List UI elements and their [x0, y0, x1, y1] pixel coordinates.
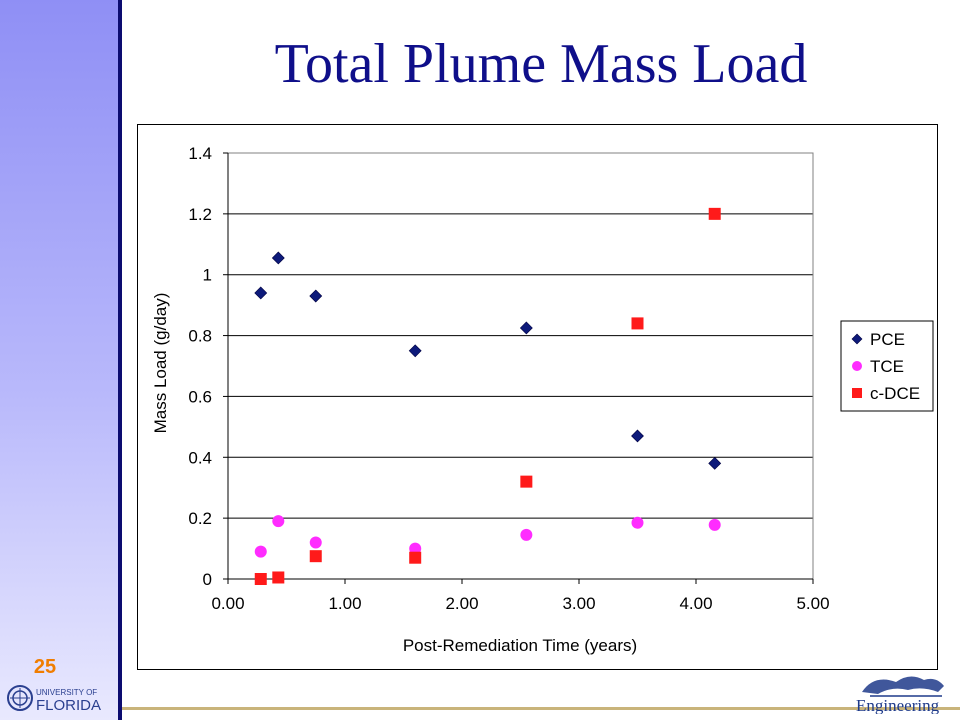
tce-point	[309, 536, 322, 549]
tce-point	[708, 518, 721, 531]
y-tick-label: 1.4	[188, 144, 212, 163]
engineering-logo: Engineering	[856, 676, 944, 714]
x-tick-label: 3.00	[562, 594, 595, 613]
pce-point	[708, 456, 722, 470]
y-tick-label: 0.2	[188, 509, 212, 528]
sidebar-divider	[118, 0, 122, 720]
x-tick-label: 2.00	[445, 594, 478, 613]
chart-legend: PCE TCE c-DCE	[840, 320, 934, 412]
footer-divider	[122, 707, 960, 710]
y-tick-label: 1.2	[188, 205, 212, 224]
y-tick-label: 1	[203, 266, 212, 285]
university-logo: UNIVERSITY OF FLORIDA	[7, 685, 101, 714]
legend-label: c-DCE	[870, 384, 920, 403]
pce-point	[408, 344, 422, 358]
pce-point	[309, 289, 323, 303]
x-axis-label: Post-Remediation Time (years)	[403, 636, 637, 655]
legend-label: TCE	[870, 357, 904, 376]
plot-area	[227, 152, 814, 580]
legend-label: PCE	[870, 330, 905, 349]
tce-point	[631, 516, 644, 529]
scatter-chart: 0 0.2 0.4 0.6 0.8 1 1.2 1.4 0.00 1.00 2.00 3.00 4.00…	[151, 144, 934, 655]
y-tick-label: 0	[203, 570, 212, 589]
data-points	[254, 207, 722, 585]
x-tick-label: 1.00	[328, 594, 361, 613]
c-dce-point	[254, 573, 267, 585]
svg-text:Engineering: Engineering	[856, 696, 940, 714]
tce-point	[520, 528, 533, 541]
x-tick-label: 0.00	[211, 594, 244, 613]
legend-marker-pce	[851, 333, 863, 345]
tce-point	[254, 545, 267, 558]
y-tick-label: 0.6	[188, 387, 212, 406]
slide-number: 25	[33, 656, 57, 678]
x-tick-label: 4.00	[679, 594, 712, 613]
svg-text:UNIVERSITY OF: UNIVERSITY OF	[36, 688, 97, 697]
c-dce-point	[520, 475, 533, 488]
c-dce-point	[708, 207, 721, 220]
tce-point	[272, 515, 285, 528]
pce-point	[271, 251, 285, 265]
tce-point	[409, 542, 422, 555]
chart-frame: 0 0.2 0.4 0.6 0.8 1 1.2 1.4 0.00 1.00 2.00 3.00 4.00…	[137, 124, 938, 670]
axes	[223, 152, 814, 584]
c-dce-point	[272, 571, 285, 584]
legend-marker-c-dce	[852, 388, 862, 398]
y-tick-label: 0.8	[188, 327, 212, 346]
y-tick-label: 0.4	[188, 448, 212, 467]
legend-marker-tce	[852, 361, 862, 371]
slide-title: Total Plume Mass Load	[274, 33, 808, 95]
c-dce-point	[409, 551, 422, 564]
svg-text:FLORIDA: FLORIDA	[36, 697, 101, 714]
c-dce-point	[309, 550, 322, 563]
gridlines	[228, 152, 813, 519]
pce-point	[254, 286, 268, 300]
pce-point	[519, 321, 533, 335]
x-tick-label: 5.00	[796, 594, 829, 613]
y-axis-label: Mass Load (g/day)	[151, 293, 170, 434]
sidebar-gradient	[0, 0, 118, 720]
tick-labels: 0 0.2 0.4 0.6 0.8 1 1.2 1.4 0.00 1.00 2.00 3.00 4.00…	[188, 144, 829, 613]
c-dce-point	[631, 317, 644, 330]
pce-point	[631, 429, 644, 443]
